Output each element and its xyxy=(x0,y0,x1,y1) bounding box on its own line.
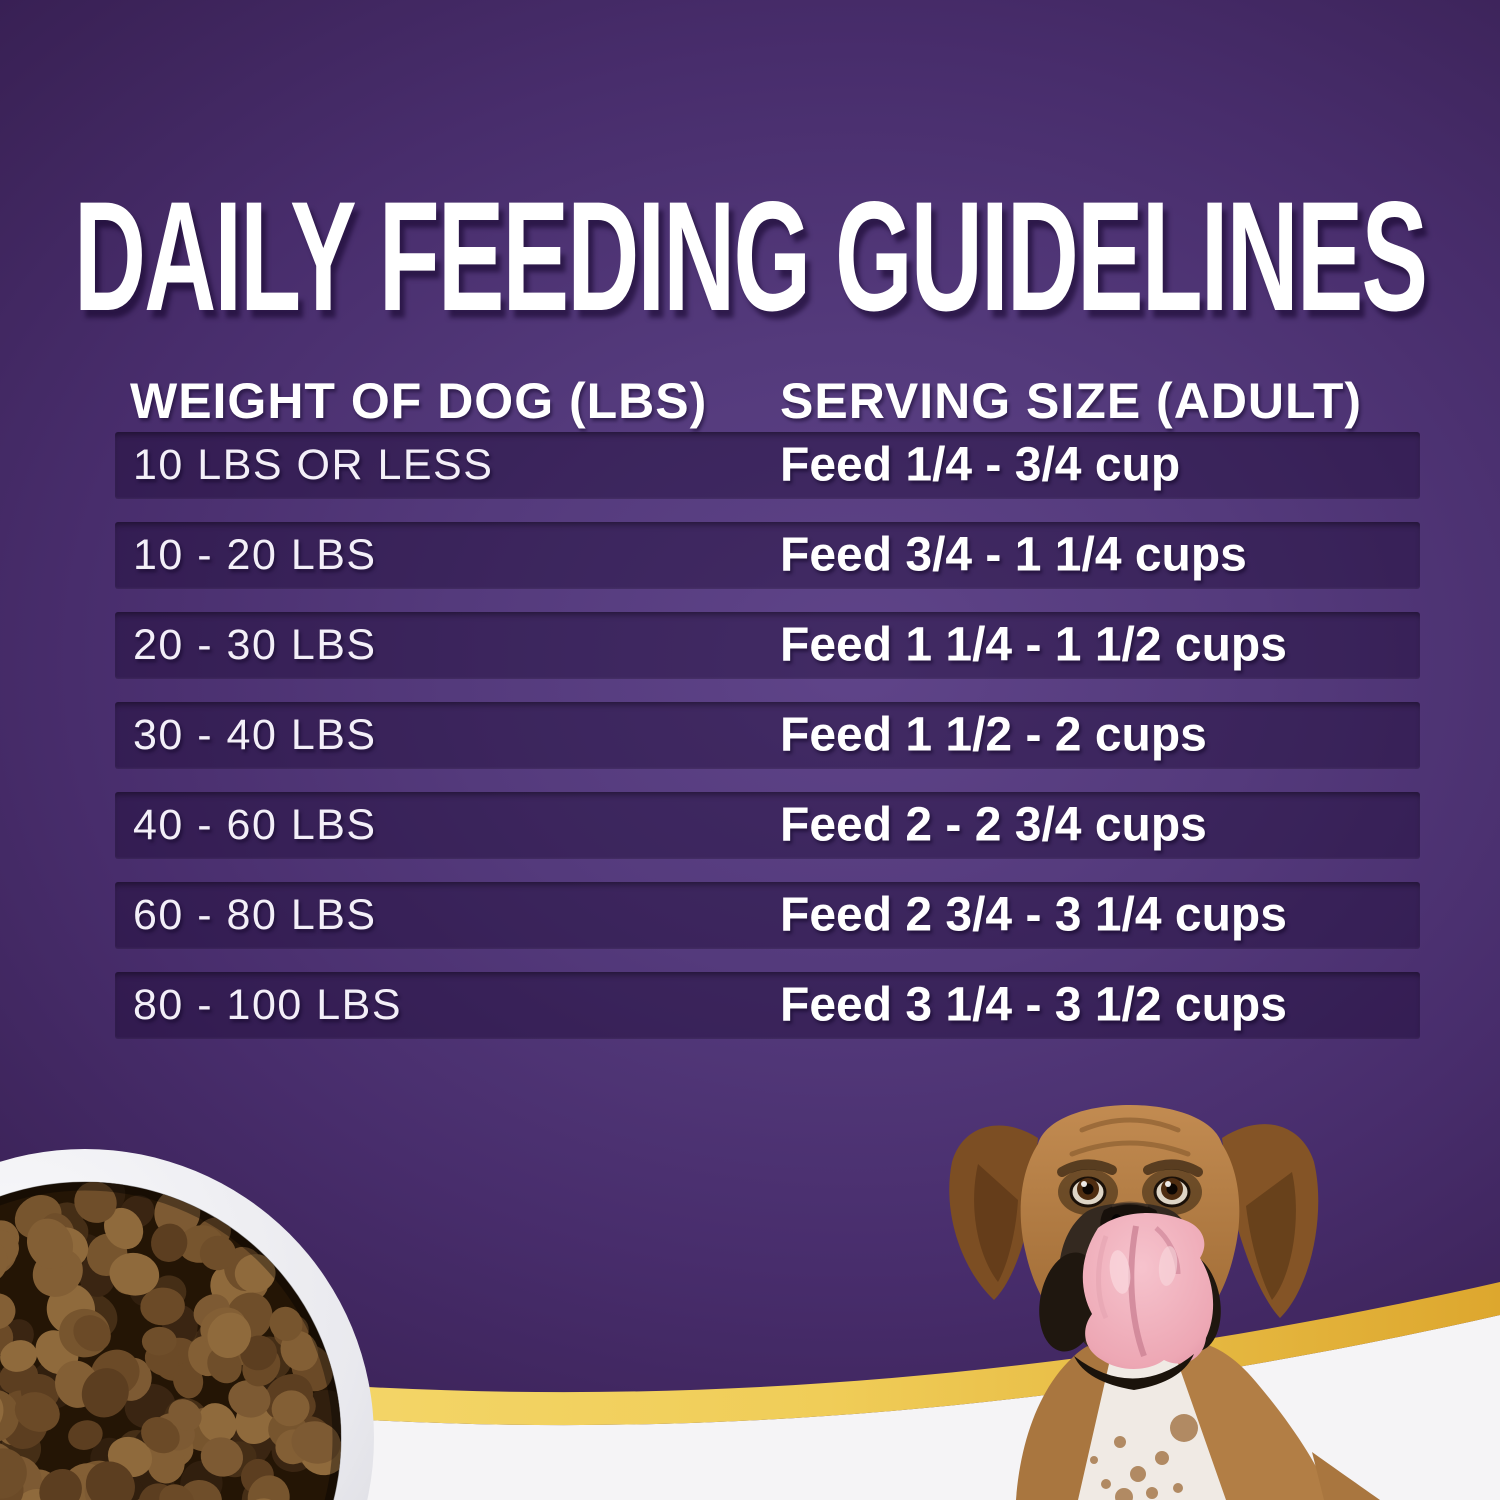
weight-cell: 10 LBS OR LESS xyxy=(133,441,494,489)
brow-ridges xyxy=(1057,1159,1203,1177)
boxer-dog-photo xyxy=(949,1105,1380,1500)
forehead-wrinkles xyxy=(1069,1117,1191,1157)
serving-cell: Feed 1 1/2 - 2 cups xyxy=(780,707,1207,761)
table-row: 80 - 100 LBS Feed 3 1/4 - 3 1/2 cups xyxy=(115,972,1420,1039)
table-row: 40 - 60 LBS Feed 2 - 2 3/4 cups xyxy=(115,792,1420,859)
gold-swoosh-band xyxy=(0,1282,1500,1426)
table-row: 60 - 80 LBS Feed 2 3/4 - 3 1/4 cups xyxy=(115,882,1420,949)
weight-cell: 20 - 30 LBS xyxy=(133,621,377,669)
table-row: 20 - 30 LBS Feed 1 1/4 - 1 1/2 cups xyxy=(115,612,1420,679)
weight-cell: 80 - 100 LBS xyxy=(133,981,403,1029)
serving-cell: Feed 1 1/4 - 1 1/2 cups xyxy=(780,617,1287,671)
dog-ears xyxy=(949,1124,1319,1318)
serving-cell: Feed 1/4 - 3/4 cup xyxy=(780,437,1181,491)
serving-cell: Feed 2 - 2 3/4 cups xyxy=(780,797,1207,851)
kibble-bowl-photo xyxy=(0,1149,374,1500)
weight-cell: 10 - 20 LBS xyxy=(133,531,377,579)
weight-cell: 40 - 60 LBS xyxy=(133,801,377,849)
feeding-table: 10 LBS OR LESS Feed 1/4 - 3/4 cup 10 - 2… xyxy=(115,432,1420,1062)
dog-tongue xyxy=(1082,1213,1214,1369)
weight-cell: 30 - 40 LBS xyxy=(133,711,377,759)
serving-cell: Feed 3 1/4 - 3 1/2 cups xyxy=(780,977,1287,1031)
bowl-inner-shadow xyxy=(0,1181,342,1500)
chest-spots xyxy=(1090,1414,1198,1500)
table-row: 30 - 40 LBS Feed 1 1/2 - 2 cups xyxy=(115,702,1420,769)
dog-eyes xyxy=(1069,1176,1191,1208)
kibble xyxy=(0,1182,341,1500)
dog-body xyxy=(1016,1341,1380,1500)
feeding-table-header: WEIGHT OF DOG (LBS) SERVING SIZE (ADULT) xyxy=(130,372,1420,429)
serving-cell: Feed 3/4 - 1 1/4 cups xyxy=(780,527,1247,581)
dog-chin xyxy=(1074,1354,1194,1390)
weight-cell: 60 - 80 LBS xyxy=(133,891,377,939)
col-header-weight: WEIGHT OF DOG (LBS) xyxy=(130,373,708,429)
serving-cell: Feed 2 3/4 - 3 1/4 cups xyxy=(780,887,1287,941)
table-row: 10 - 20 LBS Feed 3/4 - 1 1/4 cups xyxy=(115,522,1420,589)
col-header-serving: SERVING SIZE (ADULT) xyxy=(780,373,1363,429)
table-row: 10 LBS OR LESS Feed 1/4 - 3/4 cup xyxy=(115,432,1420,499)
page-title: DAILY FEEDING GUIDELINES xyxy=(73,169,1428,345)
